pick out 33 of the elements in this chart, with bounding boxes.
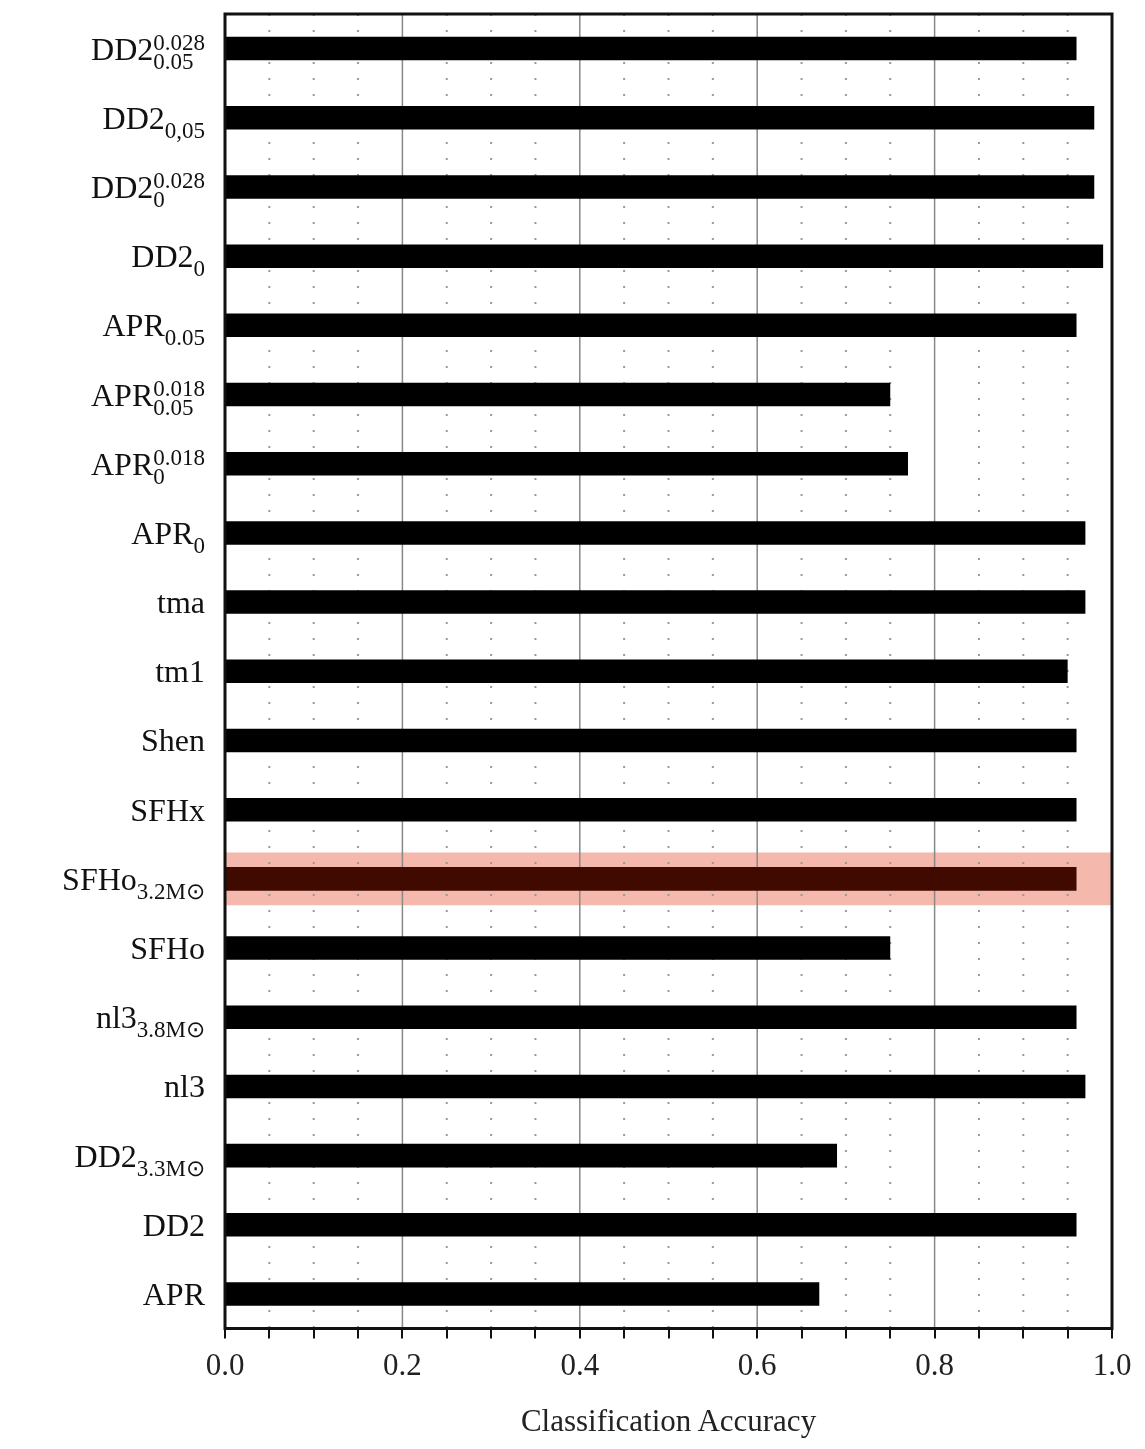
- x-tick-label: 0.8: [915, 1347, 954, 1383]
- bar: [226, 1143, 838, 1168]
- y-tick-label: DD2: [142, 1206, 205, 1243]
- bar: [226, 175, 1095, 199]
- x-tick-label: 0.6: [737, 1347, 777, 1383]
- x-tick-label: 1.0: [1092, 1347, 1132, 1383]
- bar: [226, 728, 1077, 753]
- bar: [226, 1074, 1086, 1099]
- bar: [226, 1282, 820, 1306]
- y-tick-label: Shen: [141, 722, 205, 759]
- y-tick-label: SFHo: [130, 930, 205, 967]
- bar: [226, 797, 1077, 822]
- bar: [226, 451, 908, 476]
- y-tick-label: tma: [157, 584, 205, 621]
- bar: [226, 313, 1077, 338]
- bar: [226, 936, 891, 960]
- bar: [226, 521, 1086, 545]
- y-tick-label: APR: [142, 1276, 206, 1313]
- bar: [226, 36, 1077, 61]
- x-tick-label: 0.4: [560, 1347, 600, 1383]
- bar: [226, 590, 1086, 614]
- y-tick-label: SFHx: [130, 791, 205, 828]
- bar: [226, 106, 1095, 130]
- x-tick-label: 0.0: [205, 1347, 245, 1383]
- bar: [226, 1213, 1077, 1237]
- x-axis-title: Classification Accuracy: [520, 1402, 817, 1438]
- y-tick-label: tm1: [155, 653, 205, 690]
- bar: [226, 1005, 1077, 1030]
- bar: [226, 244, 1104, 268]
- bar: [226, 659, 1068, 684]
- bar: [226, 382, 891, 407]
- y-tick-label: nl3: [164, 1068, 205, 1105]
- x-tick-label: 0.2: [383, 1347, 422, 1383]
